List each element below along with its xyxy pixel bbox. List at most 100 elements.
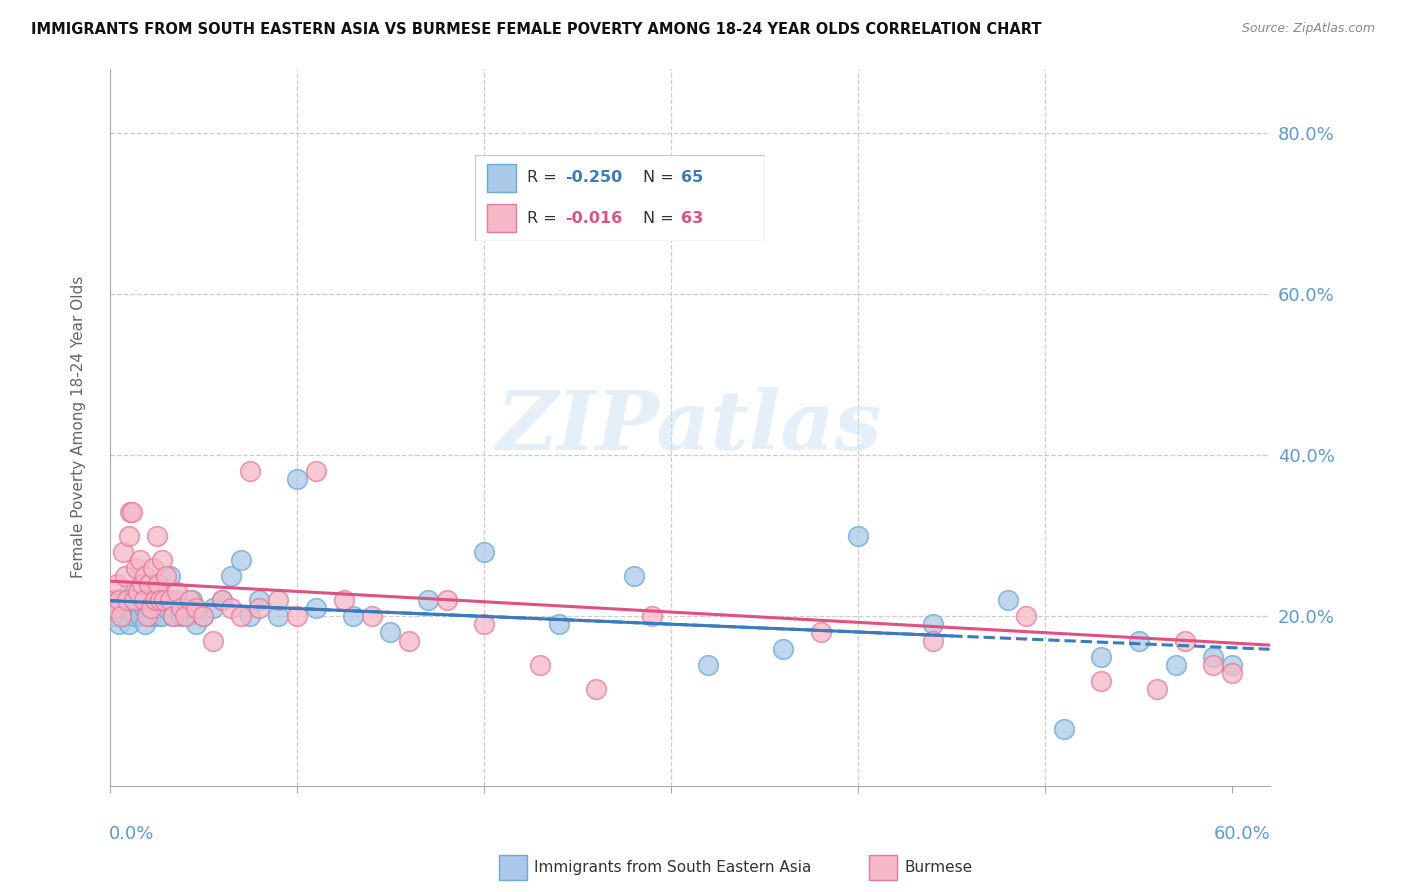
Point	[117, 529, 139, 543]
Point	[184, 601, 207, 615]
Point	[132, 593, 155, 607]
Point	[201, 601, 224, 615]
Point	[131, 577, 153, 591]
Point	[155, 601, 177, 615]
Point	[173, 609, 195, 624]
Point	[623, 569, 645, 583]
Point	[105, 577, 128, 591]
Point	[138, 577, 160, 591]
Point	[697, 190, 720, 204]
Point	[1164, 657, 1187, 672]
Point	[810, 625, 832, 640]
Point	[249, 601, 271, 615]
Point	[125, 593, 148, 607]
Point	[139, 609, 162, 624]
Point	[170, 601, 193, 615]
Point	[103, 593, 125, 607]
Point	[239, 609, 262, 624]
Point	[166, 593, 188, 607]
Point	[166, 585, 188, 599]
Point	[304, 464, 326, 478]
Point	[111, 545, 134, 559]
Point	[179, 593, 201, 607]
Point	[846, 529, 869, 543]
Text: 0.0%: 0.0%	[108, 825, 155, 843]
Point	[143, 593, 166, 607]
Point	[921, 617, 943, 632]
Point	[155, 569, 177, 583]
Point	[1090, 649, 1112, 664]
Point	[125, 561, 148, 575]
Text: Immigrants from South Eastern Asia: Immigrants from South Eastern Asia	[534, 860, 811, 874]
Point	[114, 569, 136, 583]
Point	[121, 601, 143, 615]
Point	[128, 609, 150, 624]
Point	[105, 593, 128, 607]
Point	[159, 569, 181, 583]
Point	[115, 601, 138, 615]
Point	[181, 593, 204, 607]
Text: Burmese: Burmese	[904, 860, 972, 874]
Point	[229, 609, 252, 624]
Point	[472, 617, 495, 632]
Point	[193, 609, 215, 624]
Point	[360, 609, 382, 624]
Point	[120, 593, 142, 607]
Text: 60.0%: 60.0%	[1213, 825, 1271, 843]
Point	[110, 601, 132, 615]
Point	[142, 601, 165, 615]
Point	[921, 633, 943, 648]
Point	[193, 609, 215, 624]
Y-axis label: Female Poverty Among 18-24 Year Olds: Female Poverty Among 18-24 Year Olds	[72, 276, 86, 578]
Point	[1128, 633, 1150, 648]
Point	[170, 609, 193, 624]
Point	[285, 609, 308, 624]
Point	[201, 633, 224, 648]
Point	[150, 609, 173, 624]
Point	[149, 601, 172, 615]
Point	[114, 609, 136, 624]
Point	[143, 593, 166, 607]
Point	[1015, 609, 1038, 624]
Point	[121, 505, 143, 519]
Point	[472, 545, 495, 559]
Point	[153, 593, 176, 607]
Point	[145, 577, 167, 591]
Point	[177, 609, 200, 624]
Point	[139, 601, 162, 615]
Point	[1174, 633, 1197, 648]
Point	[103, 601, 125, 615]
Point	[184, 617, 207, 632]
Point	[529, 657, 551, 672]
Point	[115, 593, 138, 607]
Point	[772, 641, 794, 656]
Text: ZIPatlas: ZIPatlas	[496, 387, 883, 467]
Point	[134, 617, 156, 632]
Point	[134, 569, 156, 583]
Point	[136, 601, 159, 615]
Point	[117, 585, 139, 599]
Point	[547, 617, 569, 632]
Point	[585, 681, 607, 696]
Point	[127, 585, 149, 599]
Point	[221, 601, 243, 615]
Point	[104, 601, 127, 615]
Point	[1146, 681, 1168, 696]
Text: IMMIGRANTS FROM SOUTH EASTERN ASIA VS BURMESE FEMALE POVERTY AMONG 18-24 YEAR OL: IMMIGRANTS FROM SOUTH EASTERN ASIA VS BU…	[31, 22, 1042, 37]
Point	[150, 553, 173, 567]
Point	[285, 472, 308, 486]
Point	[436, 593, 458, 607]
Point	[136, 609, 159, 624]
Point	[173, 601, 195, 615]
Point	[122, 609, 145, 624]
Point	[131, 593, 153, 607]
Point	[239, 464, 262, 478]
Point	[159, 593, 181, 607]
Point	[153, 593, 176, 607]
Point	[1220, 657, 1243, 672]
Point	[148, 609, 170, 624]
Point	[110, 609, 132, 624]
Point	[1090, 673, 1112, 688]
Point	[132, 601, 155, 615]
Point	[142, 561, 165, 575]
